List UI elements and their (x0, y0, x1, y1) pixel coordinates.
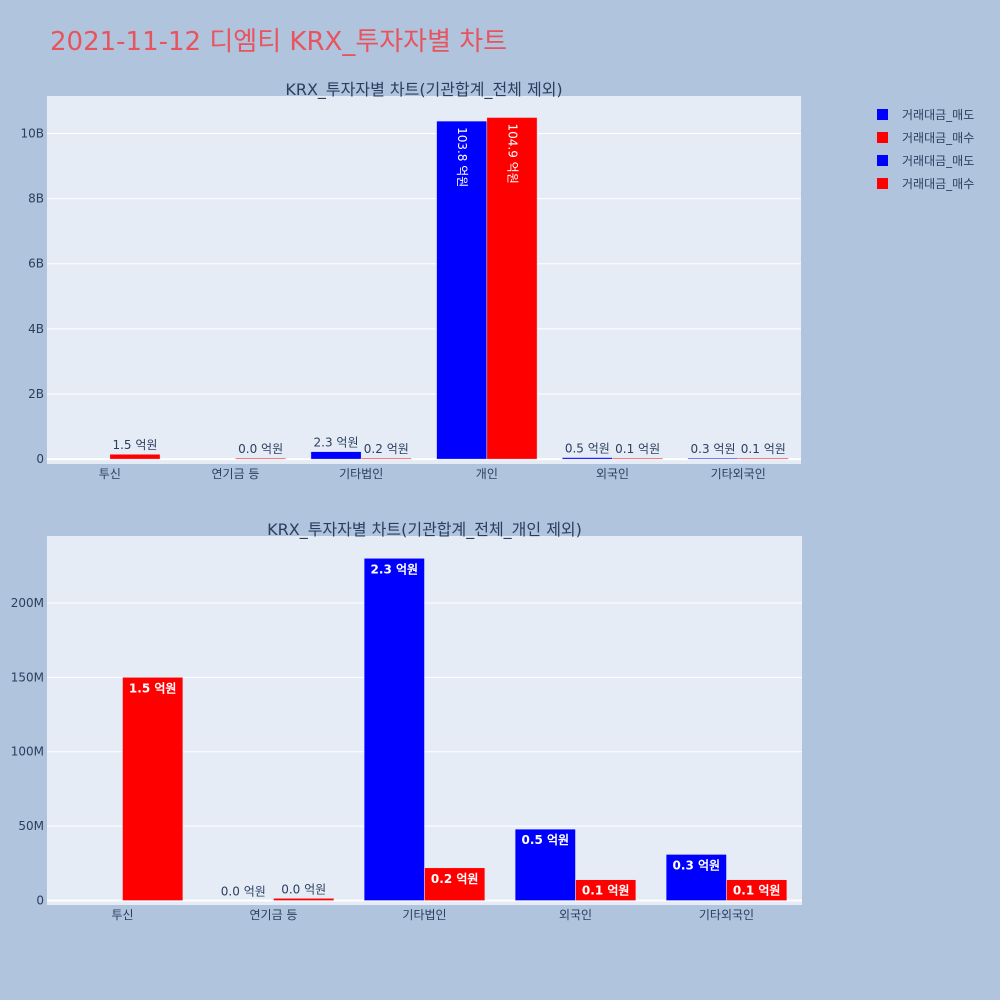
data-label: 0.1 억원 (741, 442, 786, 456)
y-tick-label: 0 (36, 452, 44, 466)
bar-buy (486, 117, 538, 460)
legend-swatch (877, 178, 888, 189)
y-tick-label: 200M (11, 596, 44, 610)
x-tick-label: 기타외국인 (711, 467, 766, 481)
bar-sell (363, 558, 425, 901)
bar-sell (665, 854, 727, 901)
legend-label: 거래대금_매수 (902, 131, 974, 145)
y-tick-label: 100M (11, 745, 44, 759)
data-label: 0.1 억원 (615, 442, 660, 456)
data-label: 0.3 억원 (691, 442, 736, 456)
bar-buy (109, 453, 161, 460)
y-tick-label: 0 (36, 894, 44, 908)
bar-buy (726, 879, 788, 901)
data-label: 1.5 억원 (112, 438, 157, 452)
data-label: 0.5 억원 (522, 833, 570, 847)
bar-sell (687, 457, 739, 460)
x-tick-label: 연기금 등 (250, 908, 298, 922)
data-label: 0.2 억원 (431, 872, 479, 886)
bar-buy (273, 898, 335, 901)
data-label: 0.0 억원 (281, 882, 326, 896)
bar-buy (424, 867, 486, 901)
bar-sell (310, 451, 362, 460)
data-label: 103.8 억원 (455, 127, 469, 187)
bar-sell (436, 120, 488, 460)
data-label: 1.5 억원 (129, 681, 177, 695)
y-tick-label: 4B (28, 322, 44, 336)
x-tick-label: 연기금 등 (212, 467, 260, 481)
data-label: 0.0 억원 (238, 442, 283, 456)
bar-buy (575, 879, 637, 901)
bar-buy (737, 457, 789, 460)
x-tick-label: 개인 (476, 467, 498, 481)
x-tick-label: 기타법인 (339, 467, 383, 481)
bar-buy (360, 457, 412, 460)
x-tick-label: 외국인 (596, 467, 629, 481)
x-tick-label: 투신 (111, 908, 133, 922)
data-label: 104.9 억원 (505, 123, 519, 183)
bar-buy (235, 457, 287, 460)
data-label: 0.0 억원 (221, 885, 266, 899)
data-label: 0.1 억원 (582, 884, 630, 898)
data-label: 0.3 억원 (673, 858, 721, 872)
data-label: 0.1 억원 (733, 884, 781, 898)
bar-sell (561, 457, 613, 460)
x-tick-label: 투신 (99, 467, 121, 481)
data-label: 0.5 억원 (565, 442, 610, 456)
subplot-top: KRX_투자자별 차트(기관합계_전체 제외) 0 2B 4B 6B 8B 10B 투신 1.5… (20, 80, 801, 481)
bar-buy (612, 457, 664, 460)
subplot-title: KRX_투자자별 차트(기관합계_전체_개인 제외) (267, 520, 582, 540)
page-title: 2021-11-12 디엠티 KRX_투자자별 차트 (50, 27, 507, 57)
legend-label: 거래대금_매도 (902, 154, 974, 168)
subplot-bottom: KRX_투자자별 차트(기관합계_전체_개인 제외) 0 50M 100M 150M 20… (11, 520, 802, 922)
legend-swatch (877, 132, 888, 143)
data-label: 2.3 억원 (314, 436, 359, 450)
y-tick-label: 50M (18, 819, 44, 833)
x-tick-label: 외국인 (559, 908, 592, 922)
legend-label: 거래대금_매수 (902, 177, 974, 191)
y-tick-label: 2B (28, 387, 44, 401)
data-label: 0.2 억원 (364, 442, 409, 456)
data-label: 2.3 억원 (371, 562, 419, 576)
y-tick-label: 10B (20, 126, 44, 140)
legend-swatch (877, 109, 888, 120)
bar-sell (514, 828, 576, 901)
x-tick-label: 기타법인 (402, 908, 446, 922)
x-tick-label: 기타외국인 (699, 908, 754, 922)
y-tick-label: 150M (11, 670, 44, 684)
plot-area (47, 96, 801, 464)
y-tick-label: 8B (28, 192, 44, 206)
bar-buy (122, 677, 184, 901)
legend-swatch (877, 155, 888, 166)
subplot-title: KRX_투자자별 차트(기관합계_전체 제외) (285, 80, 562, 100)
y-tick-label: 6B (28, 257, 44, 271)
legend-label: 거래대금_매도 (902, 108, 974, 122)
